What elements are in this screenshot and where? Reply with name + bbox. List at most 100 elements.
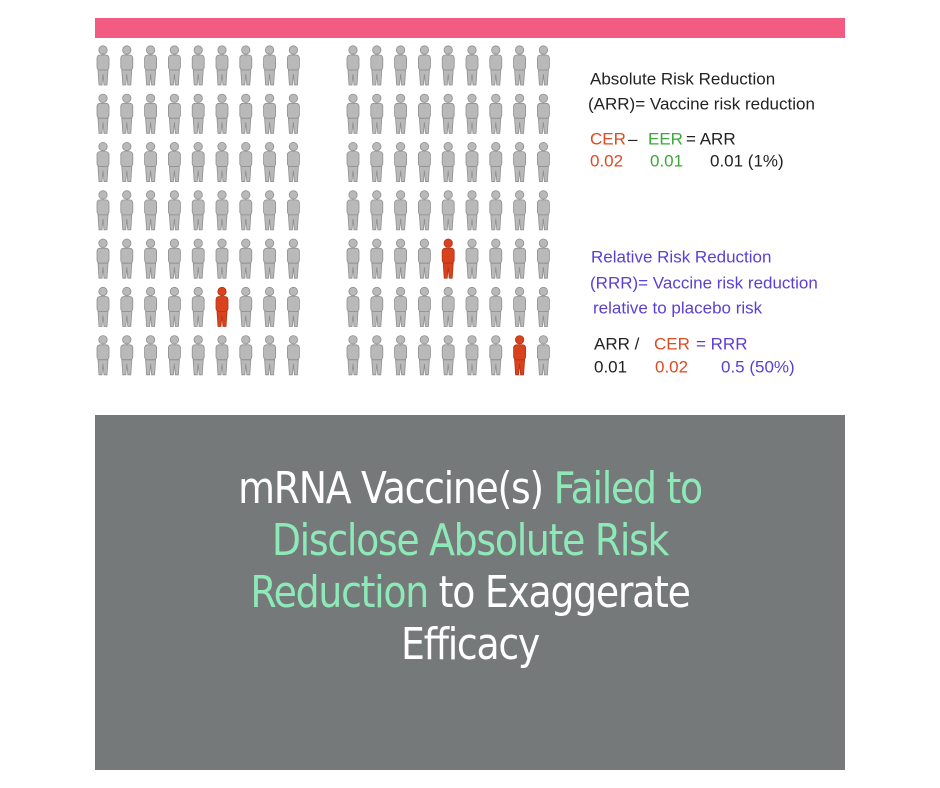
person-icon [144, 238, 158, 279]
formula-value: 0.02 [655, 357, 688, 376]
legs [216, 117, 228, 134]
torso [167, 54, 181, 71]
head [169, 190, 179, 200]
legs [168, 117, 180, 134]
legs [347, 117, 359, 134]
legs [264, 359, 276, 376]
torso [167, 344, 181, 361]
head [169, 335, 179, 345]
legs [418, 69, 430, 86]
torso [465, 344, 479, 361]
torso [286, 151, 300, 168]
legs [121, 359, 133, 376]
person-icon [394, 190, 408, 231]
person-icon [394, 93, 408, 134]
legs [145, 117, 157, 134]
person-icon [537, 142, 550, 183]
legs [145, 262, 157, 279]
person-icon [263, 335, 277, 376]
legs [97, 117, 109, 134]
person-icon [537, 190, 550, 231]
torso [263, 102, 277, 119]
legs [537, 166, 549, 183]
text-line: Relative Risk Reduction [591, 247, 771, 266]
person-icon [96, 93, 110, 134]
head [193, 93, 203, 103]
head [443, 93, 453, 103]
formula-term: – [628, 129, 638, 148]
torso [537, 199, 550, 216]
person-icon [167, 190, 181, 231]
head [193, 335, 203, 345]
torso [120, 54, 134, 71]
torso [537, 102, 550, 119]
person-icon [215, 93, 229, 134]
person-icon [286, 190, 300, 231]
legs [192, 311, 204, 327]
torso [215, 54, 229, 71]
head [538, 93, 549, 103]
torso [167, 296, 181, 312]
torso [370, 102, 384, 119]
person-icon [441, 335, 455, 376]
headline-text: to Exaggerate [427, 567, 691, 618]
torso [286, 247, 300, 264]
legs [97, 166, 109, 183]
person-icon [465, 238, 479, 279]
person-icon [144, 142, 158, 183]
legs [240, 359, 252, 376]
head [372, 190, 382, 200]
legs [442, 311, 454, 327]
torso [120, 344, 134, 361]
person-icon [346, 238, 360, 279]
formula-term: CER [590, 129, 626, 148]
head [193, 142, 203, 152]
head [443, 45, 453, 55]
torso [191, 102, 205, 119]
person-icon [417, 45, 431, 86]
legs [371, 69, 383, 86]
head [265, 142, 275, 152]
person-icon [96, 142, 110, 183]
torso [513, 199, 526, 216]
person-icon [191, 286, 205, 327]
torso [394, 54, 408, 71]
head [98, 190, 108, 200]
torso [239, 344, 253, 361]
legs [537, 214, 549, 231]
torso [96, 54, 110, 71]
legs [395, 262, 407, 279]
person-icon [239, 335, 253, 376]
head [348, 238, 358, 248]
torso [96, 199, 110, 216]
torso [191, 54, 205, 71]
head [98, 93, 108, 103]
torso [215, 199, 229, 216]
head [241, 335, 251, 345]
head [217, 335, 227, 345]
legs [418, 117, 430, 134]
torso [489, 296, 503, 312]
legs [97, 311, 109, 327]
torso [417, 54, 431, 71]
torso [394, 344, 408, 361]
head [146, 93, 156, 103]
person-icon [417, 190, 431, 231]
person-icon [370, 335, 384, 376]
head [443, 142, 453, 152]
torso [513, 296, 526, 312]
person-icon [513, 238, 526, 279]
head [265, 238, 275, 248]
head [241, 190, 251, 200]
legs [466, 262, 478, 279]
person-icon [120, 286, 134, 327]
head [396, 286, 406, 297]
legs [168, 311, 180, 327]
legs [514, 166, 526, 183]
person-icon [144, 93, 158, 134]
torso [417, 344, 431, 361]
head [122, 286, 132, 297]
legs [240, 311, 252, 327]
person-icon [239, 190, 253, 231]
torso [489, 344, 503, 361]
